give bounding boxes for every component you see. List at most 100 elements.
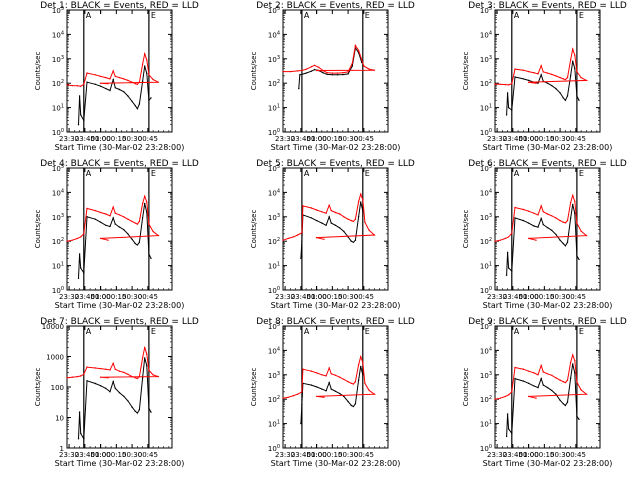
- data-point-events: [354, 403, 357, 405]
- data-point-lld: [527, 81, 530, 83]
- data-point-lld: [287, 396, 289, 398]
- data-point-lld: [71, 84, 74, 87]
- data-point-events: [328, 216, 330, 218]
- data-point-lld: [540, 205, 542, 207]
- chart-panel-det-9: Det 9: BLACK = Events, RED = LLD 100 101 10…: [462, 317, 627, 468]
- data-point-lld: [297, 393, 299, 395]
- x-tick-label: 00:45: [138, 135, 158, 143]
- data-point-events: [569, 377, 572, 380]
- data-point-events: [83, 119, 85, 122]
- data-point-events: [131, 100, 133, 103]
- data-point-events: [134, 105, 136, 107]
- data-point-lld: [152, 230, 154, 233]
- data-point-events: [566, 401, 569, 403]
- data-point-events: [572, 363, 574, 365]
- data-point-events: [514, 76, 516, 78]
- data-point-events: [559, 399, 561, 401]
- x-tick-label: 00:00: [307, 293, 327, 301]
- y-tick-label: 102: [480, 79, 492, 88]
- data-point-lld: [564, 222, 567, 224]
- data-point-events: [123, 91, 125, 93]
- y-tick-label: 100: [268, 444, 280, 453]
- data-point-events: [551, 389, 553, 392]
- time-marker-label: A: [86, 11, 92, 20]
- y-tick-label: 1: [60, 445, 64, 453]
- data-point-events: [506, 413, 509, 415]
- data-point-lld: [136, 223, 139, 225]
- data-point-events: [566, 241, 569, 243]
- data-point-lld: [152, 78, 154, 81]
- x-tick-label: 00:30: [550, 293, 570, 301]
- data-point-lld: [76, 237, 79, 240]
- y-tick-label: 102: [268, 237, 280, 246]
- x-axis-label: Start Time (30-Mar-02 23:28:00): [483, 301, 613, 310]
- data-point-events: [109, 225, 111, 228]
- data-point-lld: [559, 219, 561, 222]
- x-tick-label: 23:45: [291, 135, 311, 143]
- data-point-events: [540, 74, 542, 76]
- data-point-lld: [343, 216, 345, 218]
- x-tick-label: 01:00: [307, 293, 327, 301]
- data-point-events: [522, 219, 525, 222]
- data-point-events: [83, 438, 85, 440]
- x-tick-label: 01:00: [519, 293, 539, 301]
- time-marker-label: A: [86, 169, 92, 178]
- x-tick-label: 00:00: [519, 135, 539, 143]
- data-point-lld: [282, 70, 284, 73]
- data-point-events: [511, 270, 513, 272]
- time-marker-label: A: [514, 169, 520, 178]
- data-point-events: [299, 74, 301, 76]
- data-point-events: [99, 385, 102, 387]
- data-point-events: [354, 239, 357, 241]
- x-tick-label: 23:30: [59, 135, 79, 143]
- data-point-lld: [362, 199, 364, 201]
- data-point-lld: [328, 204, 330, 206]
- data-point-lld: [131, 81, 133, 83]
- data-point-events: [112, 78, 114, 81]
- data-point-lld: [533, 72, 535, 74]
- data-point-lld: [330, 373, 332, 375]
- x-tick-label: 00:30: [122, 135, 142, 143]
- y-tick-label: 101: [480, 420, 492, 429]
- data-point-events: [362, 374, 364, 376]
- y-axis-label: Counts/sec: [34, 210, 42, 249]
- data-point-lld: [564, 381, 567, 384]
- y-axis-label: Counts/sec: [462, 52, 470, 91]
- data-point-events: [109, 391, 111, 393]
- x-tick-label: 01:00: [91, 451, 111, 459]
- time-marker-label: E: [579, 169, 584, 178]
- data-point-lld: [99, 367, 102, 370]
- y-tick-label: 103: [480, 371, 492, 380]
- data-point-lld: [99, 211, 102, 214]
- data-point-events: [351, 65, 353, 67]
- data-point-lld: [321, 374, 323, 376]
- data-point-lld: [118, 76, 121, 79]
- data-point-lld: [535, 82, 537, 84]
- y-tick-label: 100: [52, 286, 64, 295]
- data-point-events: [305, 72, 307, 74]
- data-point-lld: [152, 374, 154, 376]
- y-tick-label: 101: [480, 104, 492, 113]
- chart-panel-det-7: Det 7: BLACK = Events, RED = LLD 1 10 100 10…: [34, 317, 199, 468]
- data-point-events: [527, 222, 530, 224]
- y-axis-label: Counts/sec: [250, 368, 258, 407]
- data-point-lld: [134, 377, 136, 379]
- data-point-lld: [114, 368, 117, 370]
- x-tick-label: 00:15: [322, 135, 342, 143]
- data-point-lld: [494, 240, 496, 242]
- data-point-events: [574, 212, 576, 214]
- x-tick-label: 00:15: [534, 451, 554, 459]
- data-point-lld: [112, 70, 114, 72]
- data-point-lld: [551, 374, 553, 376]
- data-point-events: [569, 217, 572, 220]
- data-point-events: [522, 380, 525, 382]
- data-point-lld: [144, 195, 146, 197]
- data-point-lld: [504, 83, 507, 86]
- data-point-lld: [80, 375, 82, 377]
- data-point-lld: [504, 237, 507, 240]
- chart-panel-det-2: Det 2: BLACK = Events, RED = LLD 100 101 10…: [250, 1, 415, 152]
- data-point-lld: [127, 218, 129, 220]
- data-point-lld: [357, 200, 360, 203]
- data-point-lld: [302, 368, 304, 370]
- data-point-lld: [535, 397, 537, 399]
